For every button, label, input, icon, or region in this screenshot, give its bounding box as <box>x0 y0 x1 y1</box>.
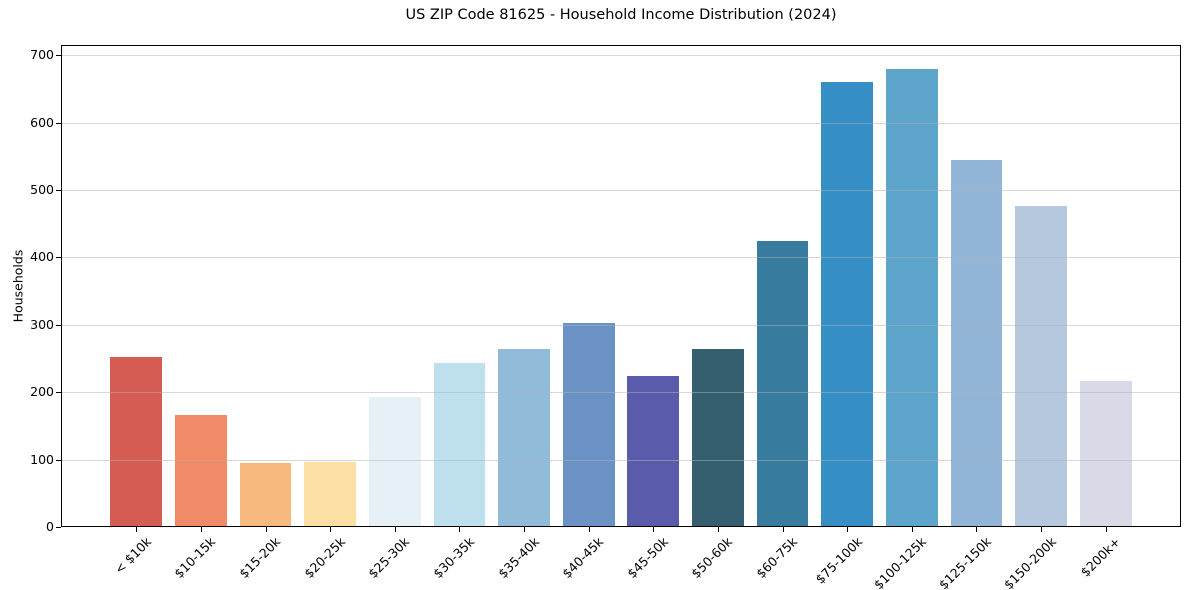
bar-200k <box>1079 381 1132 527</box>
y-tick-label-400: 400 <box>30 249 54 265</box>
x-tick-mark-12 <box>911 527 913 532</box>
y-tick-label-500: 500 <box>30 181 54 197</box>
bar-125-150k <box>950 160 1003 527</box>
x-tick-mark-8 <box>653 527 655 532</box>
x-tick-mark-7 <box>588 527 590 532</box>
x-tick-mark-2 <box>265 527 267 532</box>
x-tick-mark-0 <box>136 527 138 532</box>
y-tick-label-100: 100 <box>30 451 54 467</box>
y-tick-mark-300 <box>56 324 61 326</box>
gridline-y-500 <box>61 189 1181 191</box>
x-tick-label-text: $10-15k <box>171 534 219 582</box>
x-tick-label-text: $25-30k <box>365 534 413 582</box>
bar-10k <box>110 357 163 527</box>
x-tick-label-text: $150-200k <box>1000 534 1059 590</box>
x-tick-label-text: $125-150k <box>935 534 995 590</box>
y-tick-label-700: 700 <box>30 47 54 63</box>
bar-15-20k <box>239 462 292 527</box>
gridline-y-600 <box>61 122 1181 124</box>
x-tick-label-text: $20-25k <box>300 534 348 582</box>
x-tick-mark-4 <box>394 527 396 532</box>
bar-75-100k <box>821 82 874 527</box>
y-tick-mark-600 <box>56 122 61 124</box>
x-tick-mark-10 <box>782 527 784 532</box>
y-tick-label-200: 200 <box>30 384 54 400</box>
gridline-y-300 <box>61 324 1181 326</box>
bar-40-45k <box>562 322 615 527</box>
x-tick-label-text: $200k+ <box>1077 534 1124 580</box>
x-tick-label-text: $45-50k <box>623 534 671 582</box>
y-tick-mark-500 <box>56 189 61 191</box>
x-tick-label-text: $75-100k <box>812 534 865 587</box>
y-tick-mark-400 <box>56 257 61 259</box>
bar-150-200k <box>1015 206 1067 527</box>
x-tick-label-text: $50-60k <box>688 534 736 582</box>
y-tick-mark-700 <box>56 55 61 57</box>
y-tick-label-300: 300 <box>30 316 54 332</box>
chart-title: US ZIP Code 81625 - Household Income Dis… <box>405 7 837 23</box>
gridline-y-400 <box>61 257 1181 259</box>
gridline-y-100 <box>61 459 1181 461</box>
bar-100-125k <box>885 68 938 527</box>
x-tick-label-text: $40-45k <box>559 534 607 582</box>
bar-10-15k <box>175 415 227 527</box>
axes-spines <box>61 45 1181 527</box>
gridline-y-700 <box>61 55 1181 57</box>
x-tick-label-text: $35-40k <box>494 534 542 582</box>
y-tick-mark-0 <box>56 527 61 528</box>
x-tick-mark-3 <box>330 527 332 532</box>
bar-50-60k <box>692 349 744 527</box>
x-tick-mark-13 <box>976 527 978 532</box>
x-tick-mark-1 <box>200 527 202 532</box>
x-tick-mark-11 <box>847 527 849 532</box>
x-tick-label-text: $60-75k <box>753 534 801 582</box>
bar-60-75k <box>756 241 809 527</box>
plot-area <box>61 45 1181 527</box>
y-tick-label-0: 0 <box>46 519 54 534</box>
x-tick-label-text: $30-35k <box>430 534 478 582</box>
x-tick-label-text: $100-125k <box>871 534 930 590</box>
x-tick-mark-15 <box>1105 527 1107 532</box>
bar-45-50k <box>627 376 680 527</box>
x-tick-mark-9 <box>717 527 719 532</box>
x-tick-mark-5 <box>459 527 461 532</box>
x-tick-label-text: < $10k <box>111 534 154 577</box>
x-tick-mark-14 <box>1041 527 1043 532</box>
x-tick-label-text: $15-20k <box>236 534 284 582</box>
gridline-y-200 <box>61 392 1181 394</box>
bar-35-40k <box>498 349 550 527</box>
bar-30-35k <box>433 363 486 527</box>
x-tick-mark-6 <box>524 527 526 532</box>
bar-20-25k <box>304 462 357 527</box>
y-tick-mark-200 <box>56 392 61 394</box>
bar-25-30k <box>368 396 421 527</box>
y-tick-label-600: 600 <box>30 114 54 130</box>
y-tick-mark-100 <box>56 459 61 461</box>
